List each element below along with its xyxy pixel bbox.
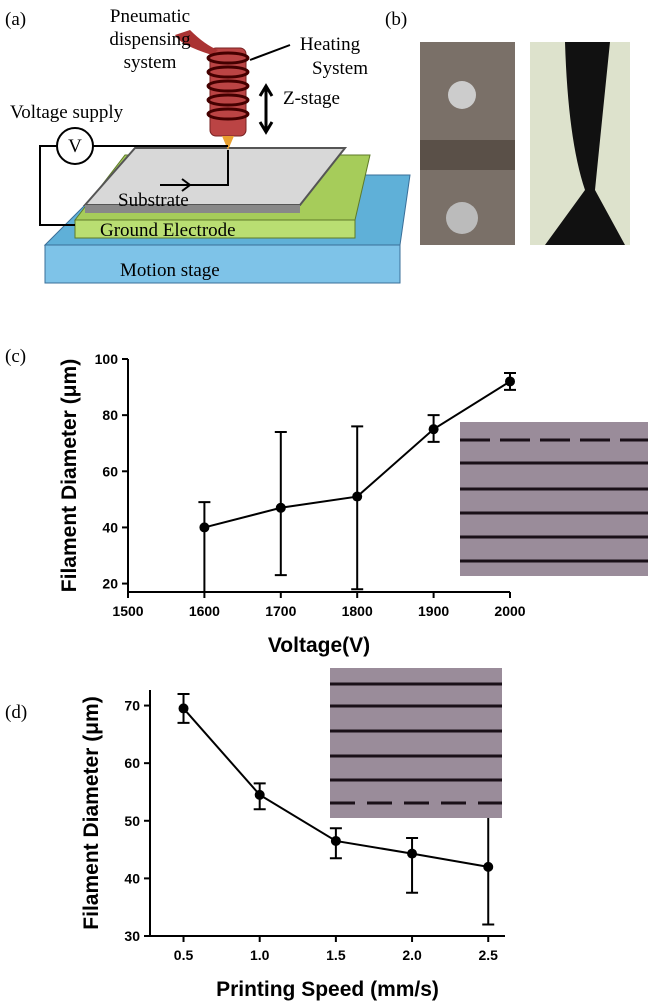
error-bar [198, 502, 210, 595]
x-tick-label: 1900 [418, 603, 449, 619]
point [276, 503, 286, 513]
panel-label: (b) [385, 9, 407, 30]
y-axis-label: Filament Diameter (μm) [80, 696, 103, 929]
figure: (a) Pneumatic dispensing system Heating … [0, 0, 648, 1005]
panel-label: (d) [5, 702, 27, 723]
y-tick-label: 60 [102, 463, 118, 479]
x-tick-label: 1.5 [326, 947, 346, 963]
point [483, 862, 493, 872]
y-tick-label: 40 [102, 519, 118, 535]
point [407, 849, 417, 859]
label: Pneumatic [110, 6, 190, 27]
label: dispensing [109, 29, 191, 50]
inset-photo [460, 422, 648, 576]
x-tick-label: 1.0 [250, 947, 270, 963]
inset [330, 422, 648, 818]
label: Heating [300, 34, 361, 55]
x-tick-label: 1700 [265, 603, 296, 619]
x-axis-label: Voltage(V) [268, 634, 370, 657]
y-tick-label: 30 [124, 928, 140, 944]
y-tick-label: 20 [102, 576, 118, 592]
y-tick-label: 70 [124, 698, 140, 714]
x-tick-label: 2.0 [402, 947, 422, 963]
x-tick-label: 2000 [494, 603, 525, 619]
x-tick-label: 1500 [112, 603, 143, 619]
point [199, 522, 209, 532]
y-tick-label: 50 [124, 813, 140, 829]
x-tick-label: 0.5 [174, 947, 194, 963]
photo-band [420, 140, 515, 170]
label: Motion stage [120, 260, 220, 281]
inset-photo [330, 668, 502, 818]
y-tick-label: 80 [102, 407, 118, 423]
y-axis-label: Filament Diameter (μm) [58, 359, 81, 592]
motion-stage-front [45, 245, 400, 283]
y-tick-label: 60 [124, 755, 140, 771]
label: System [312, 58, 368, 79]
label: Substrate [118, 190, 189, 211]
x-tick-label: 1600 [189, 603, 220, 619]
label: Voltage supply [10, 102, 124, 123]
point [505, 376, 515, 386]
droplet [446, 202, 478, 234]
panel-label: (a) [5, 9, 26, 30]
heat-arrow [250, 45, 290, 60]
point [352, 492, 362, 502]
point [179, 703, 189, 713]
error-bar [351, 426, 363, 589]
x-tick-label: 2.5 [479, 947, 499, 963]
y-tick-label: 40 [124, 870, 140, 886]
error-bar [406, 838, 418, 893]
x-tick-label: 1800 [342, 603, 373, 619]
y-tick-label: 100 [95, 351, 119, 367]
label: V [68, 136, 82, 157]
point [331, 836, 341, 846]
point [429, 424, 439, 434]
x-axis-label: Printing Speed (mm/s) [216, 978, 439, 1001]
label: system [124, 52, 177, 73]
label: Z-stage [283, 88, 340, 109]
label: Ground Electrode [100, 220, 236, 241]
panel-label: (c) [5, 346, 26, 367]
point [255, 790, 265, 800]
z-arrow [260, 86, 272, 132]
droplet [448, 81, 476, 109]
